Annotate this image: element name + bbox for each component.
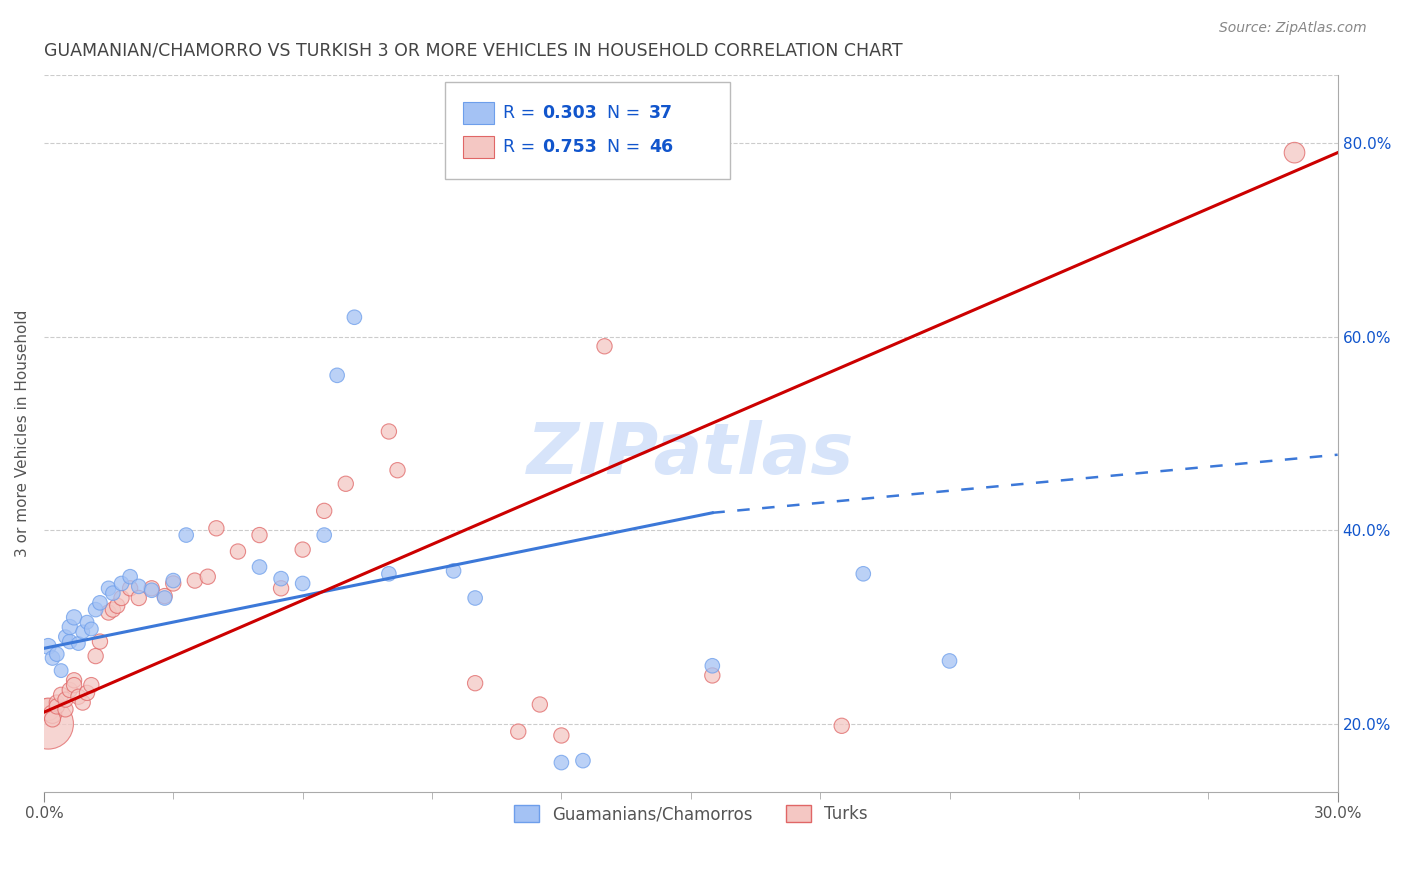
Point [45,696,67,710]
Point [80,678,103,692]
Point [550,756,572,770]
Point [59,683,82,698]
Point [84,602,107,616]
Y-axis label: 3 or more Vehicles in Household: 3 or more Vehicles in Household [15,310,30,558]
Point [37,717,59,731]
Point [84,649,107,664]
Text: N =: N = [596,138,647,156]
Point [464,676,486,690]
Point [314,504,336,518]
Point [572,754,595,768]
Point [76,686,98,700]
Point [105,599,128,613]
Point [378,425,401,439]
Text: R =: R = [503,104,541,122]
Text: 46: 46 [650,138,673,156]
Point [76,615,98,630]
Point [37,640,59,654]
Text: GUAMANIAN/CHAMORRO VS TURKISH 3 OR MORE VEHICLES IN HOUSEHOLD CORRELATION CHART: GUAMANIAN/CHAMORRO VS TURKISH 3 OR MORE … [44,42,903,60]
Point [59,620,82,634]
Point [101,586,124,600]
Point [63,678,86,692]
Point [41,707,63,722]
Text: 37: 37 [650,104,673,122]
Point [128,579,150,593]
Point [41,712,63,726]
Point [270,582,292,596]
Point [67,690,90,704]
Point [162,574,184,588]
Point [184,574,207,588]
Point [314,528,336,542]
Point [45,699,67,714]
Point [101,602,124,616]
Point [197,570,219,584]
Point [831,719,853,733]
Point [326,368,349,383]
Text: 0.753: 0.753 [541,138,596,156]
Point [110,576,132,591]
Point [110,591,132,605]
Point [387,463,409,477]
Point [45,647,67,661]
Point [72,696,94,710]
Point [1284,145,1306,160]
Text: 0.303: 0.303 [541,104,596,122]
Point [89,634,111,648]
Point [120,582,142,596]
FancyBboxPatch shape [463,136,494,158]
Point [120,570,142,584]
Point [55,630,77,644]
Point [529,698,551,712]
Point [128,591,150,605]
Point [702,668,724,682]
Point [593,339,616,353]
Point [335,476,357,491]
Point [63,610,86,624]
Point [291,542,314,557]
Point [343,310,366,325]
Point [443,564,465,578]
Point [59,634,82,648]
Point [141,583,163,598]
Point [49,688,72,702]
Point [249,560,271,574]
Point [141,582,163,596]
Point [291,576,314,591]
Point [153,589,176,603]
Point [702,658,724,673]
Point [226,544,249,558]
Point [550,729,572,743]
Point [37,702,59,716]
Point [378,566,401,581]
Legend: Guamanians/Chamorros, Turks: Guamanians/Chamorros, Turks [508,798,875,830]
Point [80,622,103,636]
Point [153,591,176,605]
Point [49,664,72,678]
Point [41,651,63,665]
Point [270,572,292,586]
Point [464,591,486,605]
Point [55,702,77,716]
FancyBboxPatch shape [463,103,494,124]
Point [205,521,228,535]
Text: R =: R = [503,138,541,156]
Point [63,673,86,688]
Point [162,576,184,591]
Point [89,596,111,610]
Text: ZIPatlas: ZIPatlas [527,420,855,490]
Point [174,528,197,542]
Point [55,692,77,706]
Point [938,654,960,668]
Point [249,528,271,542]
Text: Source: ZipAtlas.com: Source: ZipAtlas.com [1219,21,1367,36]
Point [97,606,120,620]
Point [72,624,94,639]
Point [852,566,875,581]
Point [508,724,530,739]
Text: N =: N = [596,104,647,122]
FancyBboxPatch shape [444,82,730,179]
Point [67,636,90,650]
Point [97,582,120,596]
